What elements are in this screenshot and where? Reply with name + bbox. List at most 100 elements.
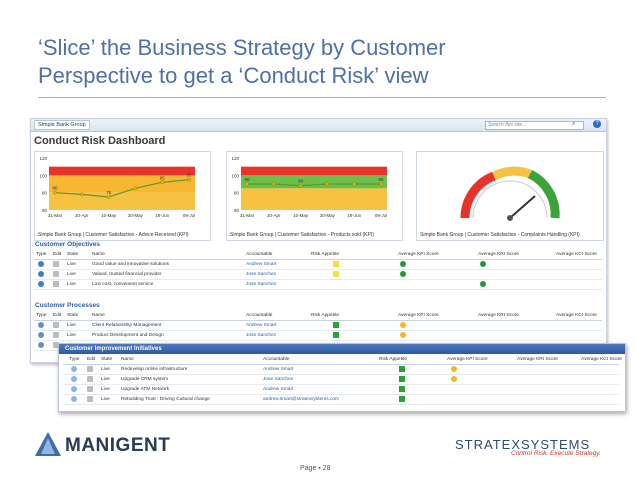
col-risk-appetite[interactable]: Risk Appetite: [311, 313, 339, 318]
state-value: Live: [101, 377, 110, 382]
col-accountable[interactable]: Accountable: [246, 313, 273, 318]
table-row[interactable]: Live Valued, trusted financial provider …: [34, 270, 602, 280]
edit-icon[interactable]: [53, 332, 59, 338]
table-row[interactable]: Live Upgrade CRM system Jose Sanchez: [63, 375, 619, 385]
data-point: [80, 192, 84, 197]
table-header: Type Edit State Name Accountable Risk Ap…: [63, 355, 622, 365]
accountable-link[interactable]: Jose Sanchez: [246, 272, 277, 277]
row-name[interactable]: Upgrade CRM system: [121, 377, 169, 382]
col-risk-appetite[interactable]: Risk Appetite: [379, 357, 407, 362]
edit-icon[interactable]: [53, 322, 59, 328]
col-state[interactable]: State: [67, 313, 79, 318]
row-name[interactable]: Product Development and Design: [92, 333, 164, 338]
y-tick-label: 100: [39, 173, 47, 178]
table-header: Type Edit State Name Accountable Risk Ap…: [34, 250, 602, 260]
row-name[interactable]: Low cost, convenient service: [92, 282, 154, 287]
kpi-indicator: [400, 261, 406, 267]
edit-icon[interactable]: [87, 366, 93, 372]
accountable-link[interactable]: Andrew Smart: [246, 262, 277, 267]
initiatives-panel: Customer Improvement Initiatives Type Ed…: [58, 343, 626, 412]
gauge-needle: [509, 195, 536, 219]
col-avg-kri[interactable]: Average KRI Score: [478, 313, 519, 318]
col-avg-kri[interactable]: Average KRI Score: [517, 357, 558, 362]
table-row[interactable]: Live Rebuilding Trust - Driving Cultural…: [63, 395, 619, 405]
table-row[interactable]: Live Low cost, convenient service Jose S…: [34, 280, 602, 290]
risk-band: [49, 175, 195, 193]
col-type[interactable]: Type: [69, 357, 80, 362]
table-row[interactable]: Live Upgrade ATM Network Andrew Smart: [63, 385, 619, 395]
x-tick-label: 10-May: [293, 213, 309, 218]
col-name[interactable]: Name: [92, 313, 105, 318]
col-type[interactable]: Type: [36, 252, 47, 257]
state-value: Live: [67, 272, 76, 277]
edit-icon[interactable]: [87, 376, 93, 382]
dashboard-title: Conduct Risk Dashboard: [34, 135, 166, 147]
col-edit[interactable]: Edit: [53, 313, 62, 318]
accountable-link[interactable]: Andrew Smart: [263, 387, 294, 392]
risk-appetite-indicator: [333, 261, 339, 267]
col-avg-kci[interactable]: Average KCI Score: [556, 252, 597, 257]
col-name[interactable]: Name: [92, 252, 105, 257]
accountable-link[interactable]: andrew.smart@stratexsystems.com: [263, 397, 340, 402]
row-name[interactable]: Upgrade ATM Network: [121, 387, 170, 392]
search-input[interactable]: Search this site...: [485, 121, 584, 130]
col-risk-appetite[interactable]: Risk Appetite: [311, 252, 339, 257]
edit-icon[interactable]: [87, 396, 93, 402]
col-name[interactable]: Name: [121, 357, 134, 362]
col-type[interactable]: Type: [36, 313, 47, 318]
accountable-link[interactable]: Jose Sanchez: [263, 377, 294, 382]
section-title-processes: Customer Processes: [35, 302, 100, 309]
col-avg-kpi[interactable]: Average KPI Score: [398, 313, 439, 318]
col-avg-kci[interactable]: Average KCI Score: [556, 313, 597, 318]
y-tick-label: 120: [39, 156, 47, 161]
row-name[interactable]: Rebuilding Trust - Driving Cultural chan…: [121, 397, 210, 402]
edit-icon[interactable]: [53, 261, 59, 267]
risk-band: [49, 166, 195, 176]
col-edit[interactable]: Edit: [87, 357, 96, 362]
col-accountable[interactable]: Accountable: [263, 357, 290, 362]
accountable-link[interactable]: Andrew Smart: [246, 323, 277, 328]
col-accountable[interactable]: Accountable: [246, 252, 273, 257]
y-tick-label: 80: [234, 191, 240, 196]
col-avg-kpi[interactable]: Average KPI Score: [398, 252, 439, 257]
accountable-link[interactable]: Jose Sanchez: [246, 282, 277, 287]
y-tick-label: 120: [231, 156, 239, 161]
breadcrumb[interactable]: Simple Bank Group: [34, 120, 90, 130]
edit-icon[interactable]: [53, 271, 59, 277]
kri-indicator: [480, 261, 486, 267]
accountable-link[interactable]: Andrew Smart: [263, 367, 294, 372]
page-number: Page ▪ 28: [300, 465, 331, 472]
data-label: 85: [160, 175, 166, 180]
col-avg-kri[interactable]: Average KRI Score: [478, 252, 519, 257]
edit-icon[interactable]: [53, 342, 59, 348]
edit-icon[interactable]: [87, 386, 93, 392]
edit-icon[interactable]: [53, 281, 59, 287]
table-row[interactable]: Live Redevelop online infrastructure And…: [63, 365, 619, 375]
col-edit[interactable]: Edit: [53, 252, 62, 257]
accountable-link[interactable]: Jose Sanchez: [246, 333, 277, 338]
table-row[interactable]: Live Client Relationship Management Andr…: [34, 321, 602, 331]
col-state[interactable]: State: [67, 252, 79, 257]
dashboard-top-bar: Simple Bank Group Search this site... ⌕ …: [31, 119, 606, 132]
data-point: [325, 182, 330, 186]
row-name[interactable]: Valued, trusted financial provider: [92, 272, 162, 277]
data-point: [298, 183, 303, 188]
col-state[interactable]: State: [101, 357, 113, 362]
risk-band: [241, 166, 387, 176]
search-icon[interactable]: ⌕: [572, 121, 576, 127]
table-row[interactable]: Live Product Development and Design Jose…: [34, 331, 602, 341]
row-name[interactable]: Good value and innovative solutions: [92, 262, 170, 267]
data-label: 90: [378, 177, 384, 182]
col-avg-kci[interactable]: Average KCI Score: [581, 357, 622, 362]
table-row[interactable]: Live Good value and innovative solutions…: [34, 260, 602, 270]
col-avg-kpi[interactable]: Average KPI Score: [447, 357, 488, 362]
row-name[interactable]: Client Relationship Management: [92, 323, 162, 328]
initiative-type-icon: [71, 376, 77, 382]
help-icon[interactable]: ?: [593, 120, 601, 128]
risk-appetite-indicator: [333, 322, 339, 328]
x-tick-label: 09-Jul: [375, 213, 387, 218]
risk-appetite-indicator: [399, 396, 405, 402]
slide-title-line-1: ‘Slice’ the Business Strategy by Custome…: [38, 35, 446, 60]
x-tick-label: 10-May: [101, 213, 117, 218]
row-name[interactable]: Redevelop online infrastructure: [121, 367, 188, 372]
